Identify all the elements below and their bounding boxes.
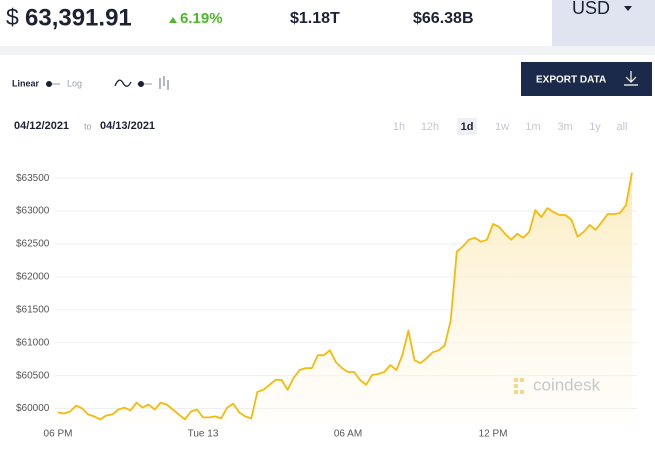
market-cap: $1.18T <box>290 10 340 27</box>
range-buttons: 1h 12h 1d 1w 1m 3m 1y all <box>393 118 628 135</box>
scale-toggle-knob[interactable] <box>46 81 52 87</box>
range-button[interactable]: 3m <box>557 121 572 133</box>
export-button[interactable] <box>521 62 652 96</box>
date-to: 04/13/2021 <box>100 120 155 132</box>
currency-symbol: $ <box>6 4 19 30</box>
dropdown-caret[interactable] <box>624 6 632 11</box>
header-divider <box>0 46 655 55</box>
watermark: coindesk <box>533 375 601 394</box>
range-button[interactable]: 1m <box>525 121 540 133</box>
log-label[interactable]: Log <box>67 78 82 88</box>
y-tick-label: $62500 <box>16 239 50 250</box>
price: 63,391.91 <box>25 4 132 31</box>
y-tick-label: $60000 <box>16 403 50 414</box>
range-button[interactable]: 1d <box>461 121 474 133</box>
range-button[interactable]: 12h <box>421 121 439 133</box>
y-tick-label: $60500 <box>16 370 50 381</box>
x-tick-label: 12 PM <box>479 429 508 440</box>
date-separator: to <box>84 121 92 131</box>
line-chart-icon[interactable] <box>114 79 132 87</box>
range-selected-bg[interactable] <box>457 118 477 135</box>
range-button[interactable]: all <box>616 121 627 133</box>
x-tick-label: 06 PM <box>44 429 73 440</box>
range-button[interactable]: 1w <box>495 121 509 133</box>
y-tick-label: $62000 <box>16 272 50 283</box>
x-tick-label: 06 AM <box>334 429 362 440</box>
range-button[interactable]: 1y <box>589 121 601 133</box>
header-bar <box>0 0 655 46</box>
price-line <box>57 172 633 421</box>
y-tick-label: $61500 <box>16 304 50 315</box>
price-chart: $60000 $60500 $61000 $61500 $62000 $62500 $630… <box>16 172 637 440</box>
y-tick-label: $63000 <box>16 206 50 217</box>
date-from: 04/12/2021 <box>14 120 69 132</box>
candle-chart-icon[interactable] <box>159 76 169 90</box>
y-tick-label: $61000 <box>16 337 50 348</box>
watermark-icon <box>514 378 524 394</box>
linear-label[interactable]: Linear <box>12 78 40 88</box>
download-icon[interactable] <box>624 71 638 86</box>
range-button[interactable]: 1h <box>393 121 405 133</box>
currency[interactable]: USD <box>572 0 610 18</box>
currency-selector[interactable] <box>552 0 655 46</box>
x-tick-label: Tue 13 <box>188 429 219 440</box>
price-area <box>58 172 632 425</box>
up-arrow <box>169 17 177 23</box>
price-change: 6.19% <box>180 10 223 27</box>
export-label[interactable]: EXPORT DATA <box>536 75 606 86</box>
volume: $66.38B <box>413 10 474 27</box>
chart-toggle-knob[interactable] <box>138 81 144 87</box>
y-tick-label: $63500 <box>16 173 50 184</box>
